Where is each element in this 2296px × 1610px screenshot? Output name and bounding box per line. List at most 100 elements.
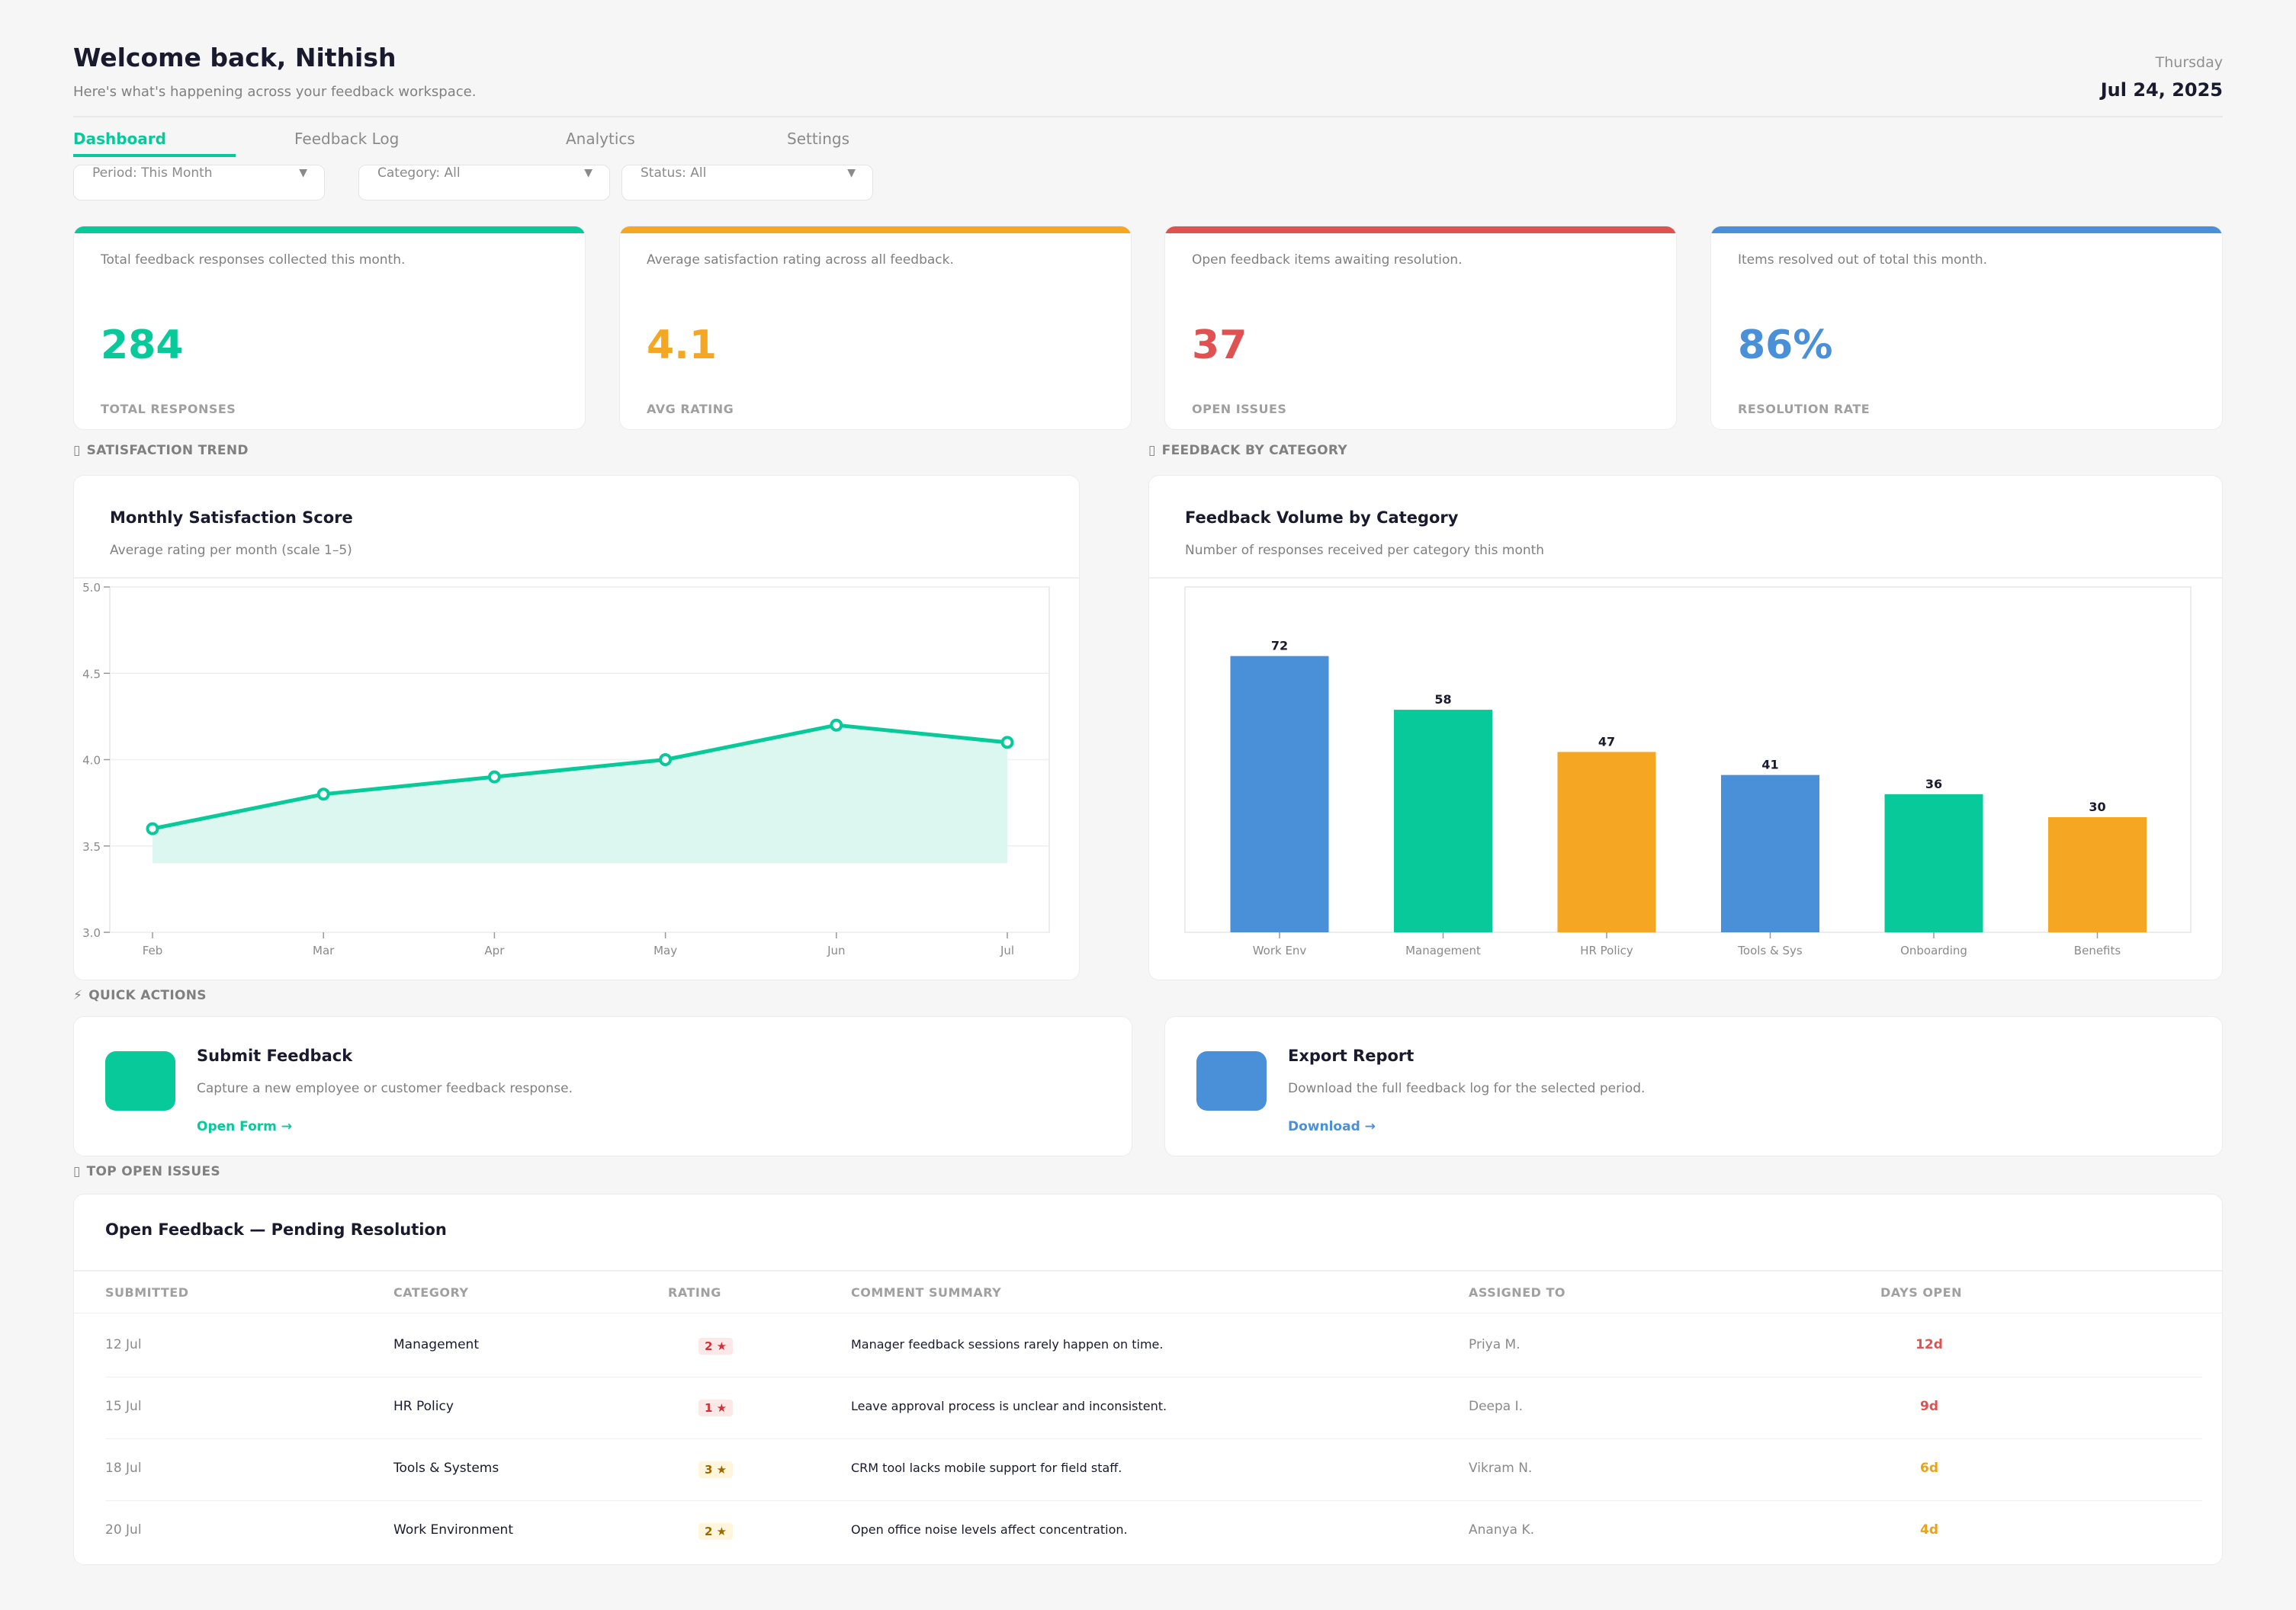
trend-icon: ▯ (73, 443, 81, 458)
page-subtitle: Here's what's happening across your feed… (73, 84, 477, 100)
bar (1884, 794, 1983, 932)
x-tick-label: Jun (827, 944, 845, 957)
x-tick-label: Jul (1000, 944, 1014, 957)
qa-title: Submit Feedback (197, 1047, 353, 1065)
submit-feedback-card[interactable] (73, 1016, 1132, 1156)
lightning-icon: ⚡ (73, 988, 83, 1003)
cell-submitted: 18 Jul (105, 1461, 142, 1476)
cell-category: Management (393, 1337, 479, 1352)
area-fill (153, 725, 1007, 864)
y-tick-label: 5.0 (82, 581, 101, 595)
x-tick-label: Management (1405, 944, 1481, 957)
kpi-description: Total feedback responses collected this … (101, 252, 406, 268)
period-filter[interactable]: Period: This Month ▼ (73, 165, 325, 200)
issues-icon: ▯ (73, 1164, 81, 1179)
kpi-value: 86% (1738, 322, 1833, 368)
row-divider (105, 1438, 2202, 1439)
kpi-caption: AVG RATING (647, 402, 734, 416)
kpi-accent-bar (1165, 226, 1676, 233)
qa-description: Capture a new employee or customer feedb… (197, 1081, 573, 1096)
rating-badge: 2 ★ (698, 1523, 734, 1540)
cell-submitted: 12 Jul (105, 1337, 142, 1352)
status-filter[interactable]: Status: All ▼ (621, 165, 873, 200)
bar-value-label: 41 (1761, 758, 1778, 772)
cell-days-open: 6d (1920, 1461, 1938, 1476)
bar-value-label: 47 (1598, 734, 1615, 749)
section-feedback-by-category: ▯ FEEDBACK BY CATEGORY (1148, 443, 1347, 458)
cell-comment: Manager feedback sessions rarely happen … (851, 1337, 1164, 1352)
x-tick-label: HR Policy (1580, 944, 1633, 957)
rating-badge: 1 ★ (698, 1400, 734, 1416)
cell-assigned: Vikram N. (1469, 1461, 1533, 1476)
bar (1557, 752, 1656, 932)
x-tick-label: Apr (484, 944, 505, 957)
qa-description: Download the full feedback log for the s… (1288, 1081, 1646, 1096)
download-link[interactable]: Download → (1288, 1119, 1376, 1134)
kpi-caption: OPEN ISSUES (1192, 402, 1287, 416)
y-tick-label: 4.5 (82, 667, 101, 681)
kpi-caption: RESOLUTION RATE (1738, 402, 1871, 416)
data-point (487, 770, 501, 784)
qa-title: Export Report (1288, 1047, 1415, 1065)
bar-value-label: 72 (1271, 639, 1288, 653)
x-tick-label: Feb (143, 944, 163, 957)
data-point (316, 787, 330, 801)
kpi-card-open-issues: Open feedback items awaiting resolution.… (1164, 226, 1677, 430)
cell-comment: Open office noise levels affect concentr… (851, 1522, 1128, 1537)
cell-assigned: Priya M. (1469, 1337, 1520, 1352)
bar-value-label: 58 (1434, 692, 1451, 707)
cell-comment: Leave approval process is unclear and in… (851, 1399, 1167, 1413)
active-tab-indicator (73, 154, 236, 157)
chart-title: Feedback Volume by Category (1185, 508, 1459, 527)
cell-comment: CRM tool lacks mobile support for field … (851, 1461, 1122, 1475)
x-tick-label: Mar (313, 944, 335, 957)
panel-divider (74, 577, 1079, 579)
tab-settings[interactable]: Settings (787, 130, 850, 148)
cell-days-open: 12d (1915, 1337, 1943, 1352)
category-filter[interactable]: Category: All ▼ (358, 165, 610, 200)
cell-assigned: Deepa I. (1469, 1399, 1524, 1414)
section-label: SATISFACTION TREND (86, 443, 249, 458)
cell-days-open: 9d (1920, 1399, 1938, 1414)
header-divider (73, 116, 2223, 117)
kpi-card-resolution-rate: Items resolved out of total this month. … (1710, 226, 2223, 430)
panel-divider (1149, 577, 2222, 579)
chevron-down-icon: ▼ (847, 167, 856, 179)
cell-submitted: 20 Jul (105, 1522, 142, 1538)
tab-feedback-log[interactable]: Feedback Log (294, 130, 400, 148)
cell-category: HR Policy (393, 1399, 454, 1414)
submit-feedback-icon (105, 1051, 175, 1111)
cell-submitted: 15 Jul (105, 1399, 142, 1414)
kpi-description: Average satisfaction rating across all f… (647, 252, 954, 268)
section-label: FEEDBACK BY CATEGORY (1161, 443, 1347, 458)
bar (1721, 775, 1819, 932)
export-report-card[interactable] (1164, 1016, 2223, 1156)
section-label: TOP OPEN ISSUES (86, 1164, 220, 1179)
plot-area (1184, 586, 2192, 933)
x-tick-label: Benefits (2074, 944, 2121, 957)
bar (1394, 710, 1492, 932)
series-line (152, 723, 1008, 831)
x-tick-label: May (653, 944, 677, 957)
y-tick-label: 4.0 (82, 754, 101, 768)
col-header-submitted: SUBMITTED (105, 1285, 189, 1300)
table-title: Open Feedback — Pending Resolution (105, 1220, 447, 1239)
panel-divider (74, 1270, 2222, 1272)
chart-subtitle: Average rating per month (scale 1–5) (110, 543, 352, 558)
data-point (1000, 736, 1014, 749)
chart-subtitle: Number of responses received per categor… (1185, 543, 1545, 558)
y-tick-label: 3.0 (82, 926, 101, 940)
kpi-accent-bar (620, 226, 1131, 233)
data-point (830, 718, 843, 732)
tab-analytics[interactable]: Analytics (566, 130, 635, 148)
tab-dashboard[interactable]: Dashboard (73, 130, 166, 148)
open-form-link[interactable]: Open Form → (197, 1119, 293, 1134)
bar (1230, 656, 1329, 932)
category-filter-label: Category: All (377, 165, 461, 181)
chevron-down-icon: ▼ (299, 167, 307, 179)
data-point (146, 822, 159, 835)
x-tick-label: Work Env (1253, 944, 1307, 957)
status-filter-label: Status: All (641, 165, 707, 181)
line-chart: 3.0 3.5 4.0 4.5 5.0 Feb Mar Apr May Jun Jul (82, 581, 1050, 957)
open-issues-panel (73, 1194, 2223, 1565)
